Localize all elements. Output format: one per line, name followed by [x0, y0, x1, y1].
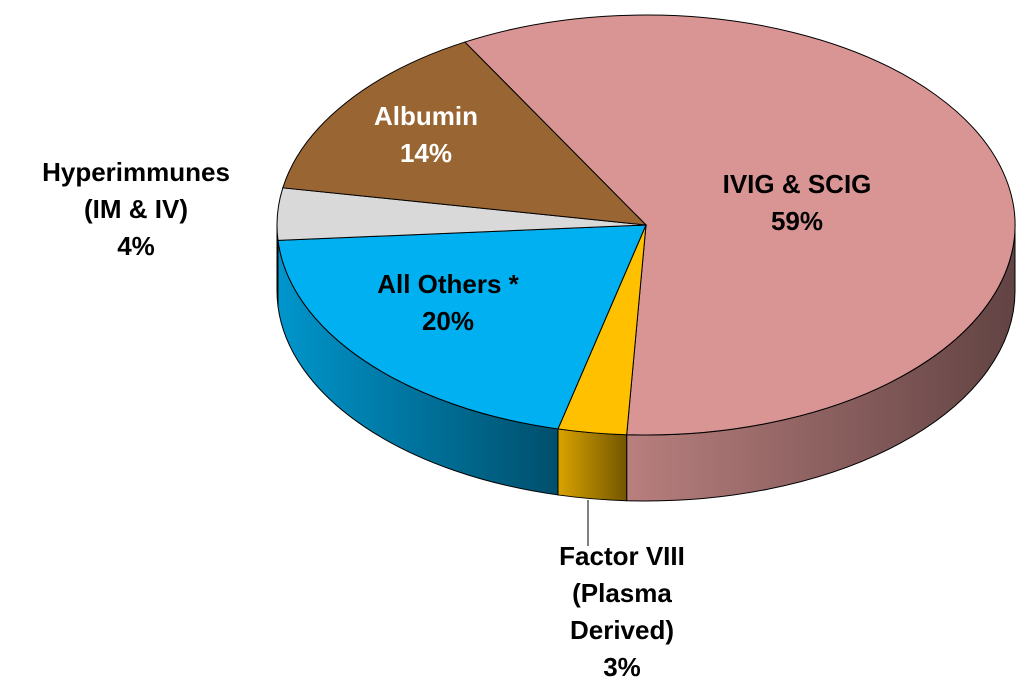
value-label: 4%	[117, 231, 155, 261]
slice-label: IVIG & SCIG 59%	[687, 166, 907, 240]
category-label: All Others *	[377, 269, 519, 299]
category-label: Hyperimmunes (IM & IV)	[42, 157, 230, 224]
value-label: 3%	[603, 652, 641, 681]
pie-slice	[277, 224, 647, 430]
value-label: 14%	[399, 138, 453, 168]
category-label: IVIG & SCIG	[722, 169, 872, 199]
pie-slice	[463, 14, 1016, 436]
pie-side	[557, 428, 628, 502]
category-label: Albumin	[374, 101, 478, 131]
category-label: Factor VIII (Plasma Derived)	[559, 541, 685, 645]
slice-label: All Others * 20%	[338, 266, 558, 340]
slice-label: Albumin 14%	[336, 98, 516, 172]
slice-label: Hyperimmunes (IM & IV) 4%	[41, 154, 231, 265]
value-label: 59%	[770, 206, 824, 236]
pie-slice	[282, 41, 648, 226]
slice-label: Factor VIII (Plasma Derived) 3%	[542, 538, 702, 681]
value-label: 20%	[421, 306, 475, 336]
